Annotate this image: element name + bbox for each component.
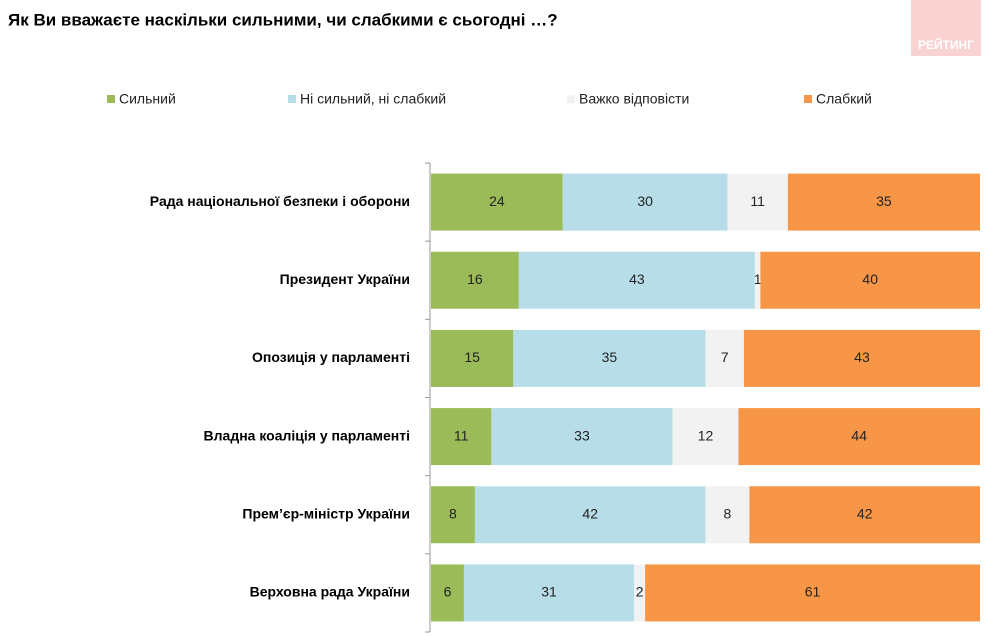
value-label: 12 [698, 427, 714, 443]
category-label: Прем’єр-міністр України [242, 505, 410, 521]
category-label: Владна коаліція у парламенті [204, 427, 410, 443]
bar-segment [431, 329, 514, 387]
value-label: 2 [636, 584, 644, 600]
bar-segment [727, 173, 788, 231]
bar-segment [431, 486, 475, 544]
category-label: Рада національної безпеки і оборони [150, 193, 410, 209]
value-label: 31 [541, 584, 557, 600]
bar-segment [431, 408, 492, 466]
bar-segment [743, 329, 980, 387]
category-label: Президент України [280, 271, 410, 287]
bar-segment [634, 564, 646, 622]
value-label: 35 [602, 349, 618, 365]
value-label: 43 [854, 349, 870, 365]
value-label: 35 [876, 193, 892, 209]
bar-segment [474, 486, 706, 544]
bar-segment [760, 251, 980, 309]
bar-segment [738, 408, 980, 466]
legend-swatch [288, 95, 296, 103]
bar-segment [491, 408, 673, 466]
value-label: 42 [582, 505, 598, 521]
value-label: 42 [857, 505, 873, 521]
value-label: 44 [851, 427, 867, 443]
value-label: 30 [637, 193, 653, 209]
bar-segment [431, 251, 519, 309]
value-label: 33 [574, 427, 590, 443]
bar-segment [645, 564, 980, 622]
value-label: 40 [862, 271, 878, 287]
value-label: 61 [805, 584, 821, 600]
legend-label: Слабкий [816, 91, 872, 107]
legend-label: Важко відповісти [579, 91, 689, 107]
bar-segment [431, 173, 563, 231]
value-label: 15 [464, 349, 480, 365]
legend-label: Сильний [119, 91, 176, 107]
bar-segment [705, 329, 744, 387]
bar-segment [562, 173, 728, 231]
bar-segment [518, 251, 755, 309]
value-label: 7 [721, 349, 729, 365]
bar-segment [754, 251, 761, 309]
value-label: 43 [629, 271, 645, 287]
category-label: Верховна рада України [250, 584, 410, 600]
logo-box [911, 0, 981, 56]
legend-label: Ні сильний, ні слабкий [300, 91, 446, 107]
bar-segment [705, 486, 750, 544]
chart-title: Як Ви вважаєте наскільки сильними, чи сл… [8, 10, 558, 29]
legend-swatch [804, 95, 812, 103]
value-label: 11 [454, 427, 469, 443]
bar-segment [513, 329, 706, 387]
value-label: 6 [444, 584, 452, 600]
value-label: 1 [754, 271, 762, 287]
category-label: Опозиція у парламенті [252, 349, 410, 365]
bar-segment [672, 408, 739, 466]
value-label: 11 [750, 193, 765, 209]
bar-segment [431, 564, 464, 622]
legend-swatch [567, 95, 575, 103]
logo: РЕЙТИНГ [918, 37, 974, 52]
value-label: 8 [724, 505, 732, 521]
value-label: 16 [467, 271, 483, 287]
bar-segment [463, 564, 635, 622]
legend-swatch [107, 95, 115, 103]
value-label: 8 [449, 505, 457, 521]
value-label: 24 [489, 193, 505, 209]
bar-segment [749, 486, 980, 544]
bar-segment [787, 173, 980, 231]
